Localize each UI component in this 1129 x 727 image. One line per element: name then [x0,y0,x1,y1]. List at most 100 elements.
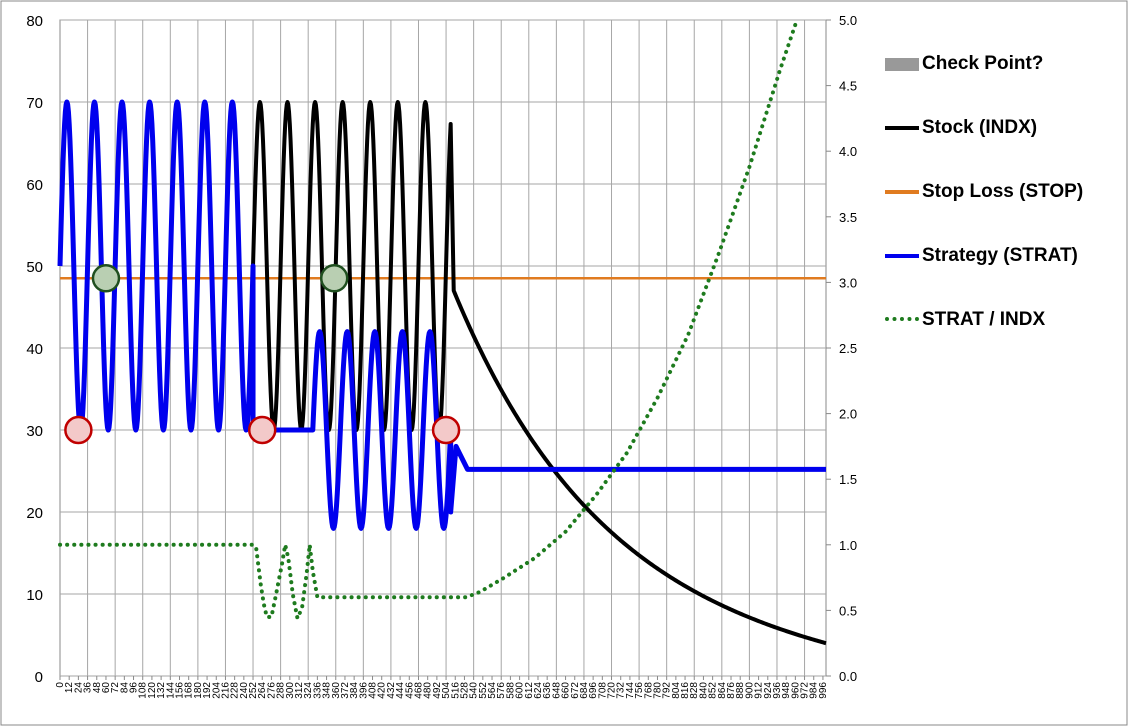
x-tick-label: 660 [561,682,572,699]
x-tick-label: 468 [413,682,424,699]
x-tick-label: 12 [64,682,75,694]
x-tick-label: 552 [478,682,489,699]
legend-label: STRAT / INDX [922,309,1046,330]
legend-label: Stock (INDX) [922,117,1038,138]
x-tick-label: 780 [652,682,663,699]
x-tick-label: 168 [184,682,195,699]
x-tick-label: 624 [533,682,544,699]
y-tick-label: 30 [26,423,43,440]
x-tick-label: 432 [386,682,397,699]
x-tick-label: 348 [322,682,333,699]
legend: Check Point? Stock (INDX) Stop Loss (STO… [885,52,1125,372]
x-tick-label: 648 [551,682,562,699]
x-tick-label: 744 [625,682,636,699]
x-tick-label: 924 [763,682,774,699]
y2-tick-label: 2.5 [839,341,857,356]
x-tick-label: 720 [607,682,618,699]
strat-indx-line [58,18,799,625]
legend-swatch [885,126,919,130]
x-tick-label: 768 [643,682,654,699]
x-tick-label: 216 [220,682,231,699]
x-tick-label: 144 [165,682,176,699]
y-tick-label: 80 [26,13,43,30]
x-tick-label: 840 [698,682,709,699]
y2-tick-label: 5.0 [839,13,857,28]
x-tick-label: 312 [294,682,305,699]
x-tick-label: 876 [726,682,737,699]
y-tick-label: 10 [26,587,43,604]
y-tick-label: 40 [26,341,43,358]
x-tick-label: 888 [735,682,746,699]
x-tick-label: 300 [285,682,296,699]
x-tick-label: 288 [276,682,287,699]
legend-swatch [885,254,919,258]
x-tick-label: 456 [404,682,415,699]
y2-tick-label: 4.5 [839,79,857,94]
x-tick-label: 996 [818,682,829,699]
x-tick-label: 756 [634,682,645,699]
x-tick-label: 240 [239,682,250,699]
check-point-marker-red [247,415,277,445]
legend-label: Check Point? [922,53,1044,74]
legend-swatch [885,317,919,321]
y2-tick-label: 1.5 [839,472,857,487]
x-tick-label: 564 [487,682,498,699]
x-tick-label: 228 [230,682,241,699]
x-tick-label: 0 [55,682,66,688]
legend-label: Strategy (STRAT) [922,245,1078,266]
legend-item-strat-indx[interactable]: STRAT / INDX [885,308,1125,372]
x-tick-label: 684 [579,682,590,699]
y2-tick-label: 1.0 [839,538,857,553]
x-tick-label: 864 [717,682,728,699]
x-tick-label: 408 [368,682,379,699]
x-tick-label: 180 [193,682,204,699]
legend-item-check-point[interactable]: Check Point? [885,52,1125,116]
check-point-marker-red [64,415,93,445]
x-tick-label: 108 [138,682,149,699]
x-tick-label: 600 [515,682,526,699]
x-tick-label: 528 [459,682,470,699]
x-tick-label: 612 [524,682,535,699]
series-layer [57,18,827,646]
x-tick-label: 372 [340,682,351,699]
y-tick-label: 20 [26,505,43,522]
strategy-line [57,99,826,531]
x-tick-label: 36 [83,682,94,694]
x-tick-label: 816 [680,682,691,699]
x-tick-label: 984 [809,682,820,699]
legend-swatch [885,58,919,71]
x-tick-label: 672 [570,682,581,699]
x-tick-label: 636 [542,682,553,699]
x-tick-label: 60 [101,682,112,694]
x-tick-label: 480 [423,682,434,699]
x-tick-label: 204 [211,682,222,699]
x-tick-label: 804 [671,682,682,699]
check-point-marker-green [91,264,121,293]
x-tick-label: 156 [174,682,185,699]
x-tick-label: 540 [469,682,480,699]
x-tick-label: 576 [496,682,507,699]
x-tick-label: 264 [257,682,268,699]
check-point-marker-red [431,415,461,445]
x-tick-label: 912 [754,682,765,699]
x-tick-label: 120 [147,682,158,699]
x-tick-label: 852 [708,682,719,699]
x-tick-label: 336 [312,682,323,699]
y2-tick-label: 4.0 [839,144,857,159]
x-tick-label: 84 [119,682,130,694]
x-tick-label: 900 [744,682,755,699]
x-tick-label: 792 [662,682,673,699]
x-tick-label: 396 [358,682,369,699]
axes: 010203040506070800.00.51.01.52.02.53.03.… [26,13,857,699]
check-point-markers [64,264,461,445]
legend-item-strategy[interactable]: Strategy (STRAT) [885,244,1125,308]
legend-item-stock[interactable]: Stock (INDX) [885,116,1125,180]
x-tick-label: 492 [432,682,443,699]
legend-item-stop-loss[interactable]: Stop Loss (STOP) [885,180,1125,244]
x-tick-label: 444 [395,682,406,699]
x-tick-label: 324 [303,682,314,699]
x-tick-label: 384 [349,682,360,699]
x-tick-label: 96 [129,682,140,694]
y2-tick-label: 3.0 [839,275,857,290]
